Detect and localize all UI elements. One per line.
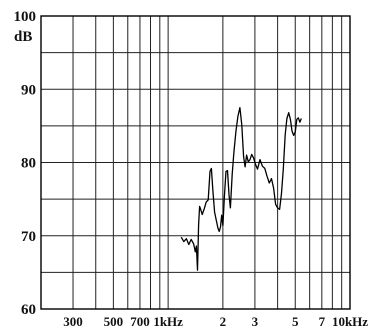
y-tick-label: 100 [14,9,37,25]
y-axis-unit-label: dB [14,29,32,45]
x-tick-label: 10kHz [332,314,368,329]
y-tick-label: 90 [21,82,36,98]
y-tick-label: 80 [21,156,36,172]
y-tick-label: 70 [21,229,36,245]
x-tick-label: 700 [130,314,150,329]
x-tick-label: 7 [319,314,326,329]
y-tick-label: 60 [21,302,36,318]
x-tick-label: 300 [63,314,83,329]
x-gridlines [40,16,351,309]
y-tick-labels: 100 90 80 70 60 [14,9,37,318]
x-tick-labels: 300 500 700 1kHz 2 3 5 7 10kHz [63,314,368,329]
x-tick-label: 500 [104,314,124,329]
series-group [180,106,302,271]
x-tick-label: 3 [252,314,259,329]
series-line [180,106,302,271]
plot-frame [40,15,351,310]
x-tick-label: 5 [292,314,299,329]
x-tick-label: 2 [220,314,227,329]
y-gridlines [41,15,350,310]
x-tick-label: 1kHz [153,314,183,329]
